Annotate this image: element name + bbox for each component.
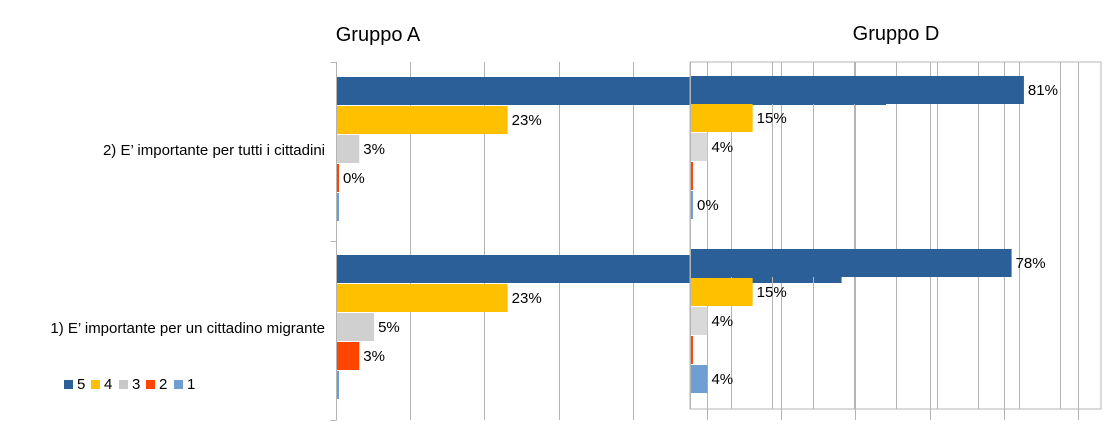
- bar: [691, 191, 693, 219]
- bar: [337, 313, 375, 341]
- data-label: 4%: [711, 313, 733, 330]
- bar: [691, 307, 708, 335]
- bar: [337, 342, 360, 370]
- chart-title: Gruppo D: [853, 23, 940, 45]
- bar: [337, 284, 508, 312]
- legend-swatch: [64, 380, 73, 389]
- legend-label: 3: [132, 376, 140, 393]
- data-label: 81%: [1028, 82, 1058, 99]
- category-label: 2) E’ importante per tutti i cittadini: [103, 142, 325, 159]
- bar: [691, 133, 708, 161]
- bar: [691, 278, 753, 306]
- data-label: 78%: [1016, 255, 1046, 272]
- legend-swatch: [174, 380, 183, 389]
- data-label: 3%: [363, 348, 385, 365]
- bar: [691, 365, 708, 393]
- data-label: 4%: [711, 139, 733, 156]
- legend-label: 1: [187, 376, 195, 393]
- legend-label: 2: [159, 376, 167, 393]
- bar: [337, 193, 339, 221]
- chart-title: Gruppo A: [336, 24, 421, 46]
- bar: [337, 164, 339, 192]
- data-label: 0%: [697, 197, 719, 214]
- data-label: 23%: [512, 290, 542, 307]
- data-label: 3%: [363, 141, 385, 158]
- category-label: 1) E’ importante per un cittadino migran…: [50, 320, 325, 337]
- data-label: 23%: [512, 112, 542, 129]
- bar: [337, 106, 508, 134]
- bar: [691, 104, 753, 132]
- bar: [691, 76, 1024, 104]
- data-label: 5%: [378, 319, 400, 336]
- legend-swatch: [146, 380, 155, 389]
- bar: [691, 162, 693, 190]
- data-label: 0%: [343, 170, 365, 187]
- bar: [337, 135, 360, 163]
- data-label: 15%: [757, 110, 787, 127]
- legend-swatch: [91, 380, 100, 389]
- bar: [691, 249, 1012, 277]
- legend-label: 4: [104, 376, 112, 393]
- legend-label: 5: [77, 376, 85, 393]
- data-label: 4%: [711, 371, 733, 388]
- bar: [691, 336, 693, 364]
- legend-swatch: [119, 380, 128, 389]
- data-label: 15%: [757, 284, 787, 301]
- bar: [337, 371, 339, 399]
